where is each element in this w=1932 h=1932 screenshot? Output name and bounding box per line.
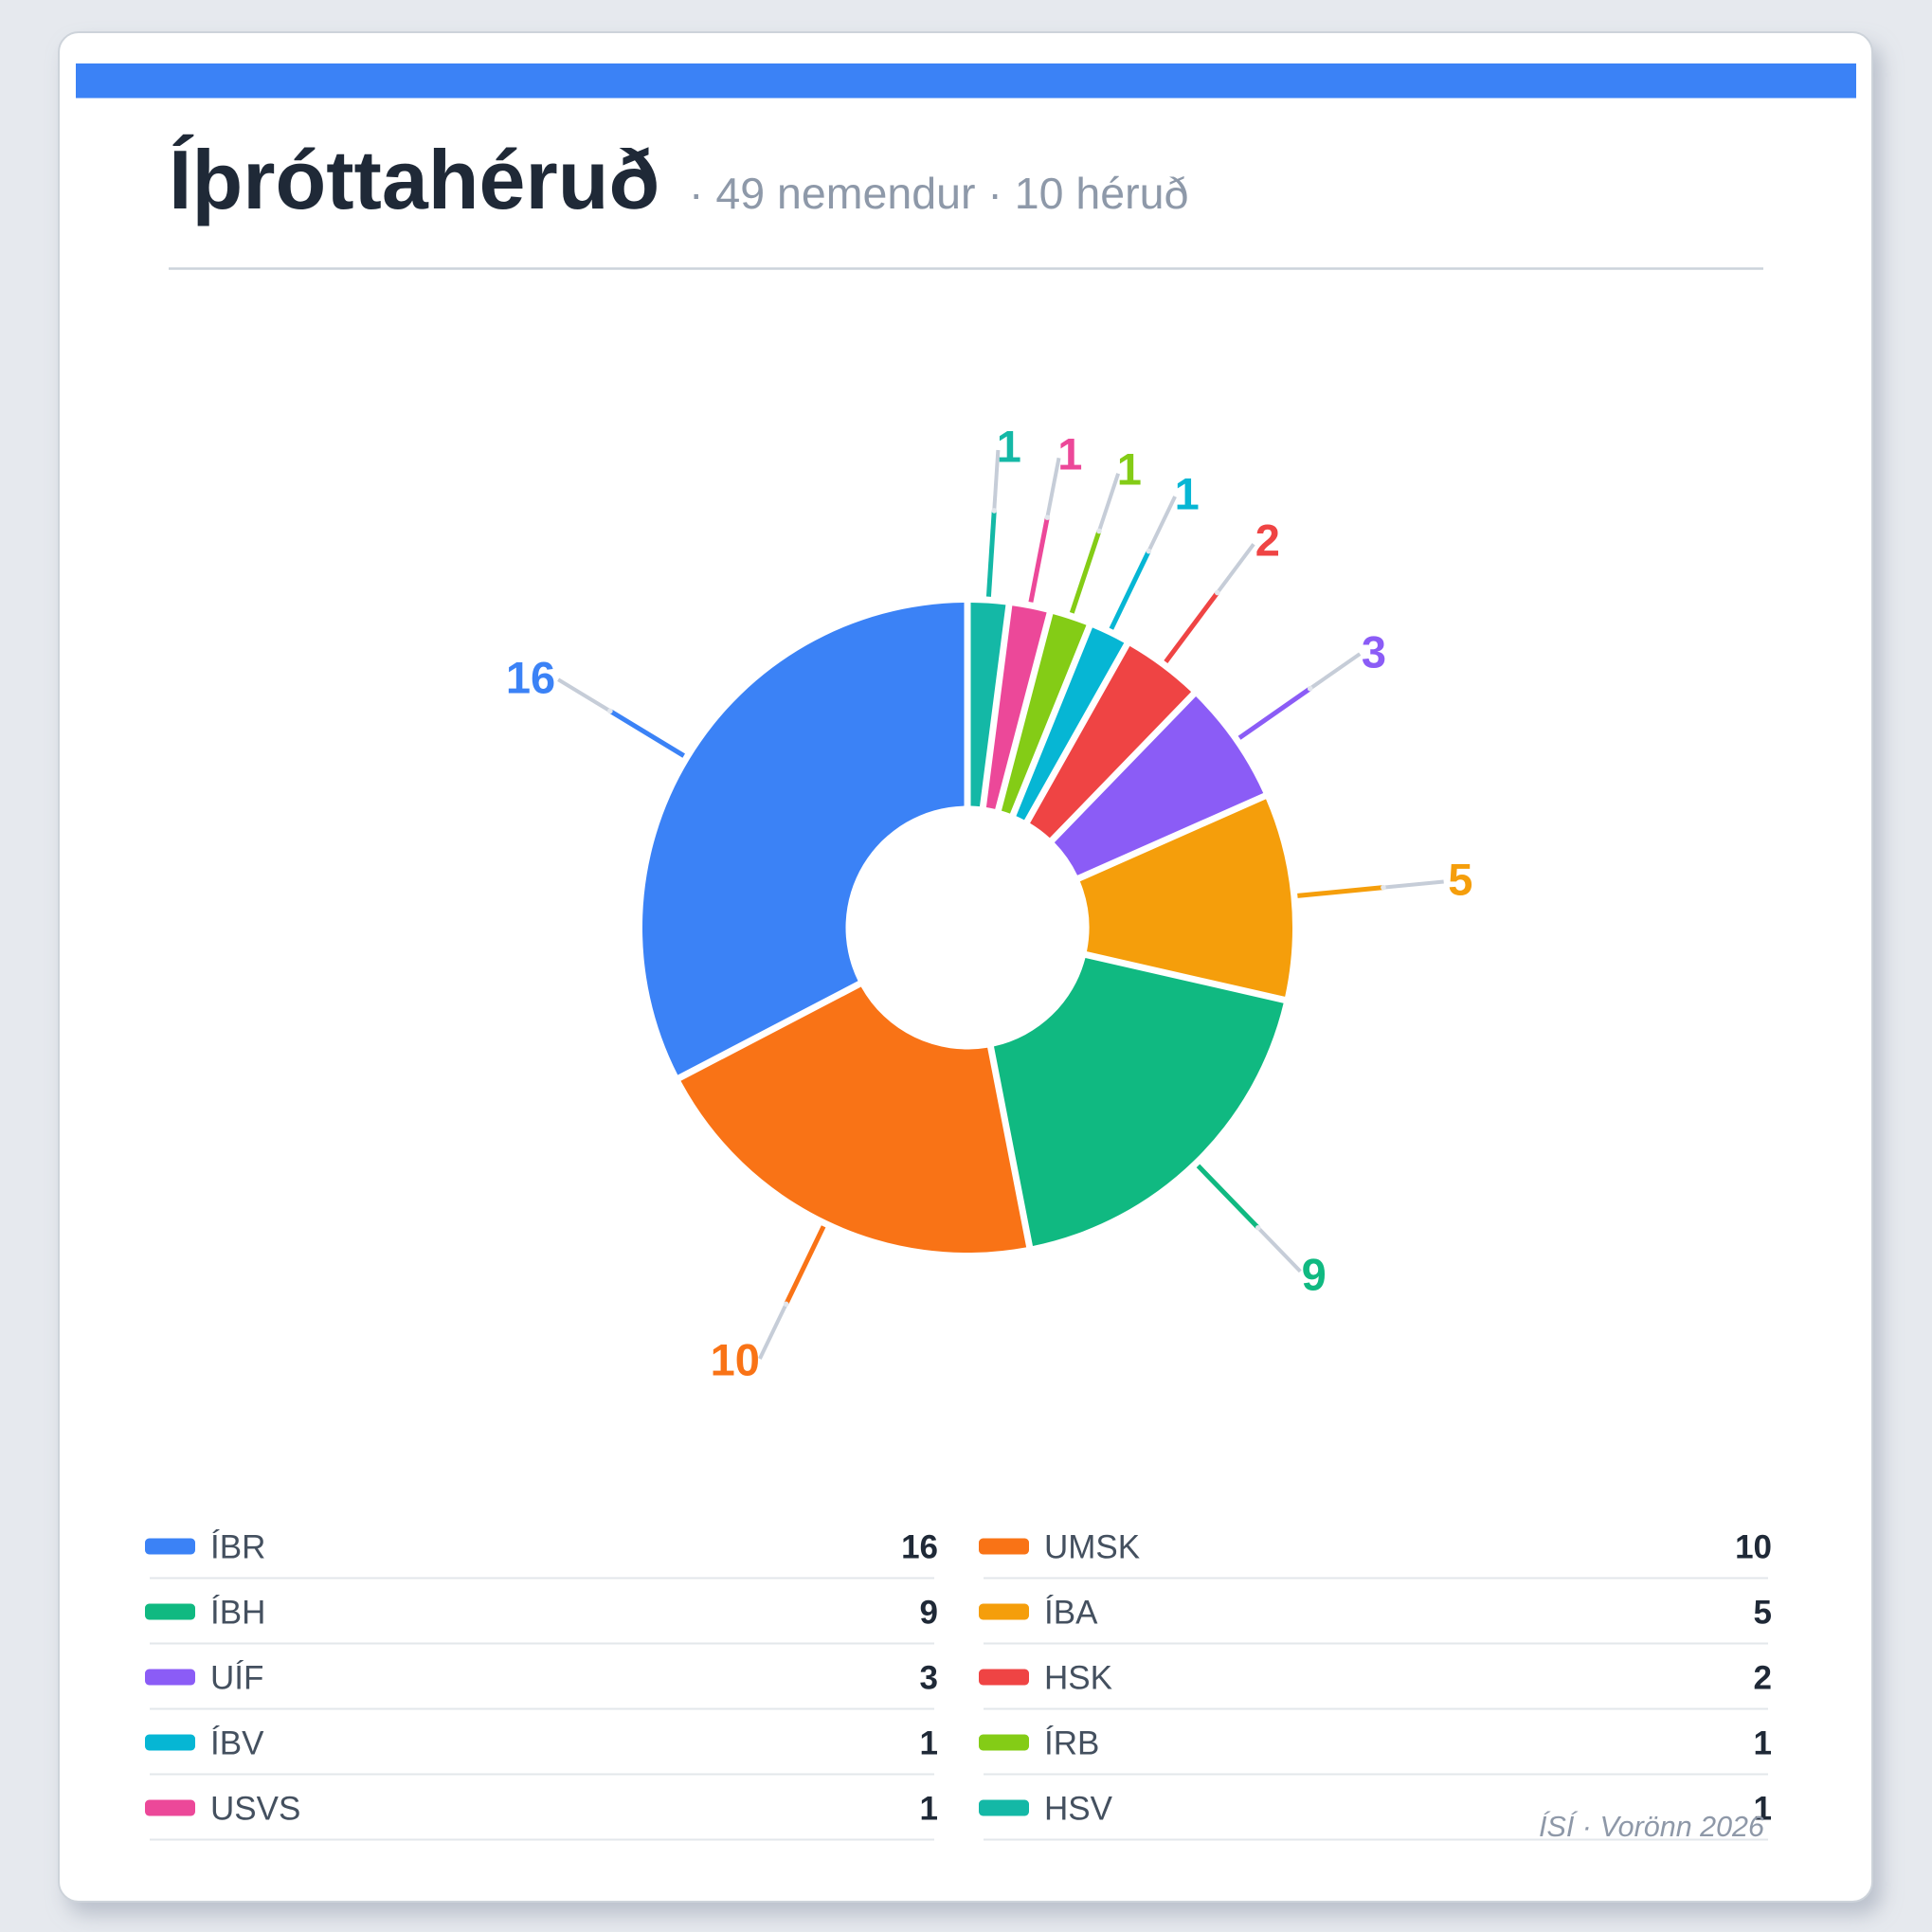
svg-text:16: 16: [506, 653, 555, 703]
svg-text:HSK: HSK: [1044, 1660, 1112, 1697]
svg-text:USVS: USVS: [210, 1791, 300, 1828]
svg-text:1: 1: [1754, 1791, 1772, 1828]
svg-text:UÍF: UÍF: [210, 1660, 263, 1697]
svg-text:10: 10: [711, 1335, 760, 1385]
svg-text:1: 1: [920, 1791, 938, 1828]
svg-text:3: 3: [1362, 626, 1386, 677]
svg-text:2: 2: [1754, 1660, 1772, 1697]
svg-text:ÍBV: ÍBV: [210, 1725, 264, 1762]
svg-text:ÍRB: ÍRB: [1044, 1725, 1099, 1762]
svg-text:1: 1: [997, 421, 1021, 471]
svg-text:ÍBA: ÍBA: [1044, 1595, 1098, 1632]
svg-text:1: 1: [1175, 468, 1200, 518]
svg-text:Íþróttahéruð: Íþróttahéruð: [169, 133, 659, 226]
svg-text:10: 10: [1735, 1529, 1772, 1566]
svg-text:1: 1: [1117, 444, 1142, 495]
svg-text:HSV: HSV: [1044, 1791, 1113, 1828]
svg-text:1: 1: [1057, 428, 1082, 478]
svg-text:5: 5: [1448, 855, 1472, 905]
svg-text:5: 5: [1754, 1595, 1772, 1632]
svg-text:9: 9: [1302, 1250, 1327, 1300]
svg-text:3: 3: [920, 1660, 938, 1697]
svg-text:9: 9: [920, 1595, 938, 1632]
svg-text:1: 1: [1754, 1725, 1772, 1762]
svg-text:1: 1: [920, 1725, 938, 1762]
svg-text:ÍSÍ · Vorönn 2026: ÍSÍ · Vorönn 2026: [1539, 1810, 1764, 1843]
svg-text:ÍBR: ÍBR: [210, 1529, 265, 1566]
svg-text:UMSK: UMSK: [1044, 1529, 1140, 1566]
svg-text:· 49 nemendur · 10 héruð: · 49 nemendur · 10 héruð: [689, 169, 1188, 218]
svg-text:16: 16: [901, 1529, 938, 1566]
svg-text:2: 2: [1255, 515, 1280, 565]
svg-text:ÍBH: ÍBH: [210, 1595, 265, 1632]
